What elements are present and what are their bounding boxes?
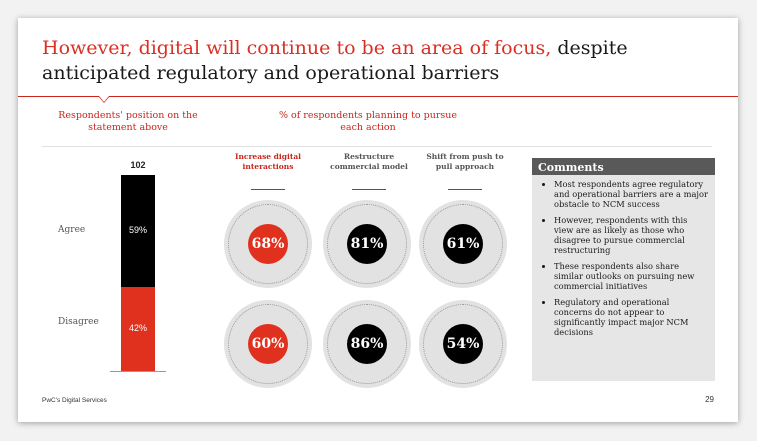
comments-list: Most respondents agree regulatory and op… xyxy=(532,179,715,337)
donut-value: 68% xyxy=(248,224,288,264)
comment-item: However, respondents with this view are … xyxy=(554,215,709,255)
comments-panel: Comments Most respondents agree regulato… xyxy=(532,158,715,381)
donut-ring xyxy=(423,204,503,284)
donut-ring xyxy=(327,304,407,384)
rule-notch-inner xyxy=(99,96,109,102)
row-label-agree: Agree xyxy=(58,225,86,235)
header-respondents-position: Respondents' position on the statement a… xyxy=(58,110,198,133)
column-header-increase-digital: Increase digital interactions xyxy=(234,152,302,171)
donut-ring xyxy=(423,304,503,384)
donut-value: 86% xyxy=(347,324,387,364)
footer-source: PwC's Digital Services xyxy=(42,397,107,404)
donut-disagree-shift: 54% xyxy=(419,300,507,388)
bar-value-agree: 59% xyxy=(128,225,147,235)
donut-disagree-restructure: 86% xyxy=(323,300,411,388)
donut-value: 60% xyxy=(248,324,288,364)
bar-total-label: 102 xyxy=(130,160,146,170)
column-header-restructure: Restructure commercial model xyxy=(330,152,408,171)
slide-title-red: However, digital will continue to be an … xyxy=(42,37,552,59)
donut-disagree-increase-digital: 60% xyxy=(224,300,312,388)
bar-baseline xyxy=(110,371,166,372)
donut-agree-shift: 61% xyxy=(419,200,507,288)
donut-value: 81% xyxy=(347,224,387,264)
header-percent-planning: % of respondents planning to pursue each… xyxy=(279,110,457,133)
column-header-shift: Shift from push to pull approach xyxy=(426,152,504,171)
donut-value: 61% xyxy=(443,224,483,264)
column-underline-1 xyxy=(251,189,285,190)
row-label-disagree: Disagree xyxy=(58,317,99,327)
donut-agree-restructure: 81% xyxy=(323,200,411,288)
bar-value-disagree: 42% xyxy=(128,323,147,333)
column-underline-2 xyxy=(352,189,386,190)
donut-ring xyxy=(228,304,308,384)
donut-ring xyxy=(228,204,308,284)
column-underline-3 xyxy=(448,189,482,190)
comments-title: Comments xyxy=(532,158,715,175)
slide-title: However, digital will continue to be an … xyxy=(42,36,722,86)
page-number: 29 xyxy=(705,395,714,404)
title-rule xyxy=(18,96,738,97)
comment-item: These respondents also share similar out… xyxy=(554,261,709,291)
donut-agree-increase-digital: 68% xyxy=(224,200,312,288)
bar-segment-disagree: 42% xyxy=(121,287,155,371)
slide: However, digital will continue to be an … xyxy=(18,18,738,422)
bar-segment-agree: 59% xyxy=(121,175,155,287)
slide-title-black: despite anticipated regulatory and opera… xyxy=(42,37,628,84)
comment-item: Most respondents agree regulatory and op… xyxy=(554,179,709,209)
comment-item: Regulatory and operational concerns do n… xyxy=(554,297,709,337)
header-separator xyxy=(42,146,712,147)
donut-value: 54% xyxy=(443,324,483,364)
donut-ring xyxy=(327,204,407,284)
